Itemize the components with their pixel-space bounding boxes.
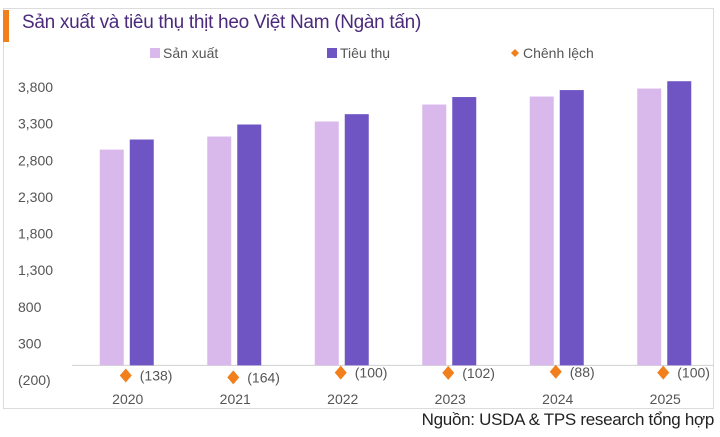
title-accent-bar xyxy=(3,10,9,42)
bar-tieu-thu xyxy=(452,97,477,366)
bar-san-xuat xyxy=(99,149,124,366)
y-tick-label: 3,800 xyxy=(18,79,53,95)
legend-label: Chênh lệch xyxy=(523,45,594,61)
data-label-chenh-lech: (164) xyxy=(247,369,280,385)
marker-chenh-lech xyxy=(657,365,670,380)
bar-tieu-thu xyxy=(237,124,262,366)
data-label-chenh-lech: (88) xyxy=(570,364,595,380)
bar-san-xuat xyxy=(637,88,662,366)
data-label-chenh-lech: (102) xyxy=(462,365,495,381)
y-tick-label: 2,800 xyxy=(18,152,53,168)
legend-label: Sản xuất xyxy=(163,45,218,61)
y-tick-label: 1,300 xyxy=(18,262,53,278)
marker-chenh-lech xyxy=(442,365,455,380)
legend-label: Tiêu thụ xyxy=(340,45,390,61)
source-note: Nguồn: USDA & TPS research tổng hợp xyxy=(421,410,715,429)
x-tick-label: 2025 xyxy=(650,391,681,407)
marker-chenh-lech xyxy=(227,370,240,385)
bar-san-xuat xyxy=(422,104,447,366)
marker-chenh-lech xyxy=(334,365,347,380)
x-tick-label: 2022 xyxy=(327,391,358,407)
bar-san-xuat xyxy=(314,121,339,366)
data-label-chenh-lech: (100) xyxy=(355,365,388,381)
bar-tieu-thu xyxy=(344,114,369,366)
y-tick-label: (200) xyxy=(18,372,51,388)
marker-chenh-lech xyxy=(119,368,132,383)
bar-tieu-thu xyxy=(559,90,584,366)
y-tick-label: 300 xyxy=(18,335,42,351)
bar-san-xuat xyxy=(529,96,554,366)
bar-tieu-thu xyxy=(667,81,692,366)
y-tick-label: 1,800 xyxy=(18,226,53,242)
x-tick-label: 2021 xyxy=(220,391,251,407)
bar-tieu-thu xyxy=(129,139,154,366)
y-tick-label: 2,300 xyxy=(18,189,53,205)
legend-swatch xyxy=(327,48,337,58)
data-label-chenh-lech: (138) xyxy=(140,367,173,383)
data-label-chenh-lech: (100) xyxy=(677,365,710,381)
x-tick-label: 2020 xyxy=(112,391,143,407)
y-tick-label: 800 xyxy=(18,299,42,315)
chart-title: Sản xuất và tiêu thụ thịt heo Việt Nam (… xyxy=(22,12,421,33)
x-tick-label: 2023 xyxy=(435,391,466,407)
y-tick-label: 3,300 xyxy=(18,116,53,132)
chart-frame xyxy=(3,8,714,409)
marker-chenh-lech xyxy=(549,364,562,379)
x-tick-label: 2024 xyxy=(542,391,573,407)
legend-swatch xyxy=(511,49,519,57)
bar-san-xuat xyxy=(207,136,232,366)
legend-swatch xyxy=(150,48,160,58)
